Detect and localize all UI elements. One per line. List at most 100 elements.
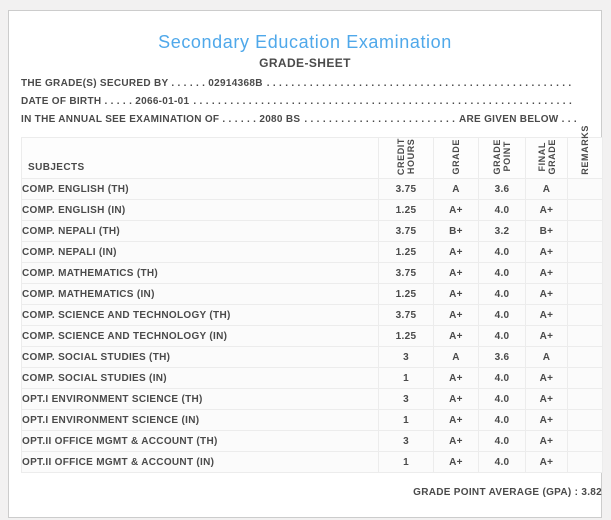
cell-grade: A+ [433, 388, 479, 410]
cell-subject: COMP. ENGLISH (TH) [21, 178, 379, 200]
cell-remarks [567, 283, 603, 305]
cell-remarks [567, 262, 603, 284]
cell-grade_point: 3.2 [478, 220, 526, 242]
dotted-fill: . . . . . . . . . . . . . . . . . . . . … [193, 96, 573, 107]
cell-subject: OPT.II OFFICE MGMT & ACCOUNT (IN) [21, 451, 379, 473]
table-row: COMP. NEPALI (TH) 3.75 B+ 3.2 B+ [21, 220, 603, 242]
cell-remarks [567, 178, 603, 200]
cell-final_grade: A+ [525, 367, 568, 389]
cell-remarks [567, 430, 603, 452]
cell-subject: COMP. SCIENCE AND TECHNOLOGY (IN) [21, 325, 379, 347]
info-line-text: THE GRADE(S) SECURED BY . . . . . . 0291… [21, 78, 263, 89]
cell-final_grade: A [525, 346, 568, 368]
cell-subject: COMP. NEPALI (IN) [21, 241, 379, 263]
table-row: COMP. NEPALI (IN) 1.25 A+ 4.0 A+ [21, 241, 603, 263]
info-line-suffix: ARE GIVEN BELOW . . . [459, 114, 577, 125]
column-header-label: GRADE POINT [492, 139, 512, 175]
cell-grade_point: 4.0 [478, 430, 526, 452]
info-line-candidate-id: THE GRADE(S) SECURED BY . . . . . . 0291… [21, 78, 577, 96]
column-header-label: REMARKS [580, 125, 590, 175]
cell-remarks [567, 220, 603, 242]
cell-grade_point: 3.6 [478, 346, 526, 368]
cell-grade: A+ [433, 430, 479, 452]
table-row: COMP. MATHEMATICS (IN) 1.25 A+ 4.0 A+ [21, 283, 603, 305]
cell-credit_hours: 3 [378, 388, 434, 410]
cell-final_grade: A+ [525, 241, 568, 263]
cell-subject: OPT.II OFFICE MGMT & ACCOUNT (TH) [21, 430, 379, 452]
cell-grade_point: 4.0 [478, 241, 526, 263]
cell-credit_hours: 3.75 [378, 304, 434, 326]
column-header-subject: SUBJECTS [21, 137, 379, 179]
grades-table-body: COMP. ENGLISH (TH) 3.75 A 3.6 A COMP. ENGLISH… [21, 178, 603, 473]
grades-table-head: SUBJECTS CREDIT HOURS GRADE GRADE POINT FINA… [21, 125, 603, 179]
cell-credit_hours: 3 [378, 346, 434, 368]
cell-subject: OPT.I ENVIRONMENT SCIENCE (TH) [21, 388, 379, 410]
column-header-grade: GRADE [433, 137, 479, 179]
page-subtitle: GRADE-SHEET [259, 56, 351, 70]
info-line-text: IN THE ANNUAL SEE EXAMINATION OF . . . .… [21, 114, 301, 125]
cell-credit_hours: 3.75 [378, 178, 434, 200]
cell-remarks [567, 199, 603, 221]
column-header-final_grade: FINAL GRADE [525, 137, 568, 179]
table-row: COMP. ENGLISH (IN) 1.25 A+ 4.0 A+ [21, 199, 603, 221]
cell-subject: COMP. MATHEMATICS (TH) [21, 262, 379, 284]
cell-remarks [567, 325, 603, 347]
cell-grade_point: 4.0 [478, 304, 526, 326]
cell-grade_point: 4.0 [478, 388, 526, 410]
cell-credit_hours: 1 [378, 367, 434, 389]
cell-subject: COMP. SCIENCE AND TECHNOLOGY (TH) [21, 304, 379, 326]
info-line-date-of-birth: DATE OF BIRTH . . . . . 2066-01-01 . . .… [21, 96, 577, 114]
cell-grade_point: 4.0 [478, 451, 526, 473]
cell-grade: A+ [433, 283, 479, 305]
table-row: COMP. SOCIAL STUDIES (TH) 3 A 3.6 A [21, 346, 603, 368]
cell-grade: A+ [433, 304, 479, 326]
cell-remarks [567, 346, 603, 368]
cell-remarks [567, 367, 603, 389]
cell-grade_point: 4.0 [478, 367, 526, 389]
cell-remarks [567, 241, 603, 263]
cell-grade_point: 4.0 [478, 325, 526, 347]
cell-final_grade: A+ [525, 409, 568, 431]
cell-credit_hours: 3 [378, 430, 434, 452]
cell-credit_hours: 1 [378, 409, 434, 431]
cell-remarks [567, 451, 603, 473]
candidate-info-block: THE GRADE(S) SECURED BY . . . . . . 0291… [21, 78, 589, 132]
cell-final_grade: A+ [525, 451, 568, 473]
column-header-label: GRADE [451, 139, 461, 175]
cell-credit_hours: 1 [378, 451, 434, 473]
cell-grade: B+ [433, 220, 479, 242]
table-row: OPT.II OFFICE MGMT & ACCOUNT (IN) 1 A+ 4.0 A… [21, 451, 603, 473]
cell-grade_point: 4.0 [478, 283, 526, 305]
cell-grade: A+ [433, 367, 479, 389]
cell-grade: A+ [433, 325, 479, 347]
grade-sheet-card: Secondary Education Examination GRADE-SH… [8, 10, 603, 518]
cell-credit_hours: 1.25 [378, 241, 434, 263]
cell-credit_hours: 1.25 [378, 199, 434, 221]
cell-credit_hours: 1.25 [378, 325, 434, 347]
table-row: COMP. SOCIAL STUDIES (IN) 1 A+ 4.0 A+ [21, 367, 603, 389]
table-row: COMP. SCIENCE AND TECHNOLOGY (TH) 3.75 A+ 4… [21, 304, 603, 326]
column-header-label: CREDIT HOURS [396, 137, 416, 175]
cell-subject: OPT.I ENVIRONMENT SCIENCE (IN) [21, 409, 379, 431]
table-row: OPT.II OFFICE MGMT & ACCOUNT (TH) 3 A+ 4.0 A… [21, 430, 603, 452]
cell-grade: A+ [433, 241, 479, 263]
column-header-label: FINAL GRADE [536, 139, 557, 175]
dotted-fill: . . . . . . . . . . . . . . . . . . . . … [304, 114, 456, 125]
cell-final_grade: A+ [525, 325, 568, 347]
cell-subject: COMP. NEPALI (TH) [21, 220, 379, 242]
cell-final_grade: B+ [525, 220, 568, 242]
grades-table-header-row: SUBJECTS CREDIT HOURS GRADE GRADE POINT FINA… [21, 125, 603, 179]
card-content: Secondary Education Examination GRADE-SH… [9, 11, 603, 498]
cell-grade: A [433, 346, 479, 368]
cell-grade_point: 4.0 [478, 262, 526, 284]
cell-grade: A+ [433, 199, 479, 221]
page-title: Secondary Education Examination [158, 32, 452, 52]
cell-final_grade: A+ [525, 304, 568, 326]
table-row: COMP. MATHEMATICS (TH) 3.75 A+ 4.0 A+ [21, 262, 603, 284]
cell-final_grade: A+ [525, 430, 568, 452]
cell-credit_hours: 3.75 [378, 220, 434, 242]
cell-remarks [567, 388, 603, 410]
column-header-label: SUBJECTS [28, 162, 85, 173]
cell-subject: COMP. ENGLISH (IN) [21, 199, 379, 221]
grades-table: SUBJECTS CREDIT HOURS GRADE GRADE POINT FINA… [21, 125, 603, 473]
